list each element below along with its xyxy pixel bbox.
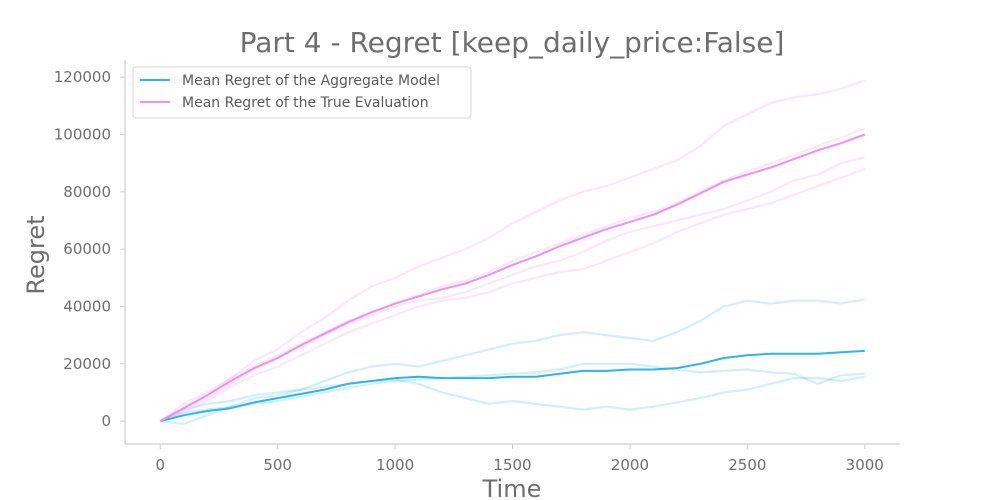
legend-box bbox=[132, 66, 472, 119]
x-tick-label: 0 bbox=[155, 456, 165, 474]
y-axis-label: Regret bbox=[22, 215, 50, 294]
mean-line-true-evaluation bbox=[159, 133, 866, 422]
legend-label-aggregate: Mean Regret of the Aggregate Model bbox=[182, 73, 440, 89]
y-tick-label: 60000 bbox=[63, 240, 111, 258]
y-tick-label: 40000 bbox=[63, 297, 111, 315]
x-tick-label: 2000 bbox=[611, 456, 649, 474]
x-axis-label: Time bbox=[482, 475, 542, 500]
run-line-aggregate-1 bbox=[160, 298, 865, 425]
chart-title: Part 4 - Regret [keep_daily_price:False] bbox=[240, 26, 785, 59]
run-line-true-evaluation-2 bbox=[159, 167, 866, 423]
y-tick-labels: 0 20000 40000 60000 80000 100000 120000 bbox=[54, 68, 125, 430]
run-line-true-evaluation-3 bbox=[159, 156, 866, 423]
run-line-aggregate-3 bbox=[159, 375, 865, 423]
run-line-true-evaluation-1 bbox=[159, 79, 866, 423]
x-tick-label: 1000 bbox=[376, 456, 414, 474]
run-line-aggregate-2 bbox=[159, 362, 865, 423]
y-tick-label: 80000 bbox=[63, 183, 111, 201]
y-tick-label: 120000 bbox=[54, 68, 111, 86]
x-tick-label: 3000 bbox=[846, 456, 884, 474]
y-tick-label: 0 bbox=[101, 412, 111, 430]
y-tick-label: 20000 bbox=[63, 355, 111, 373]
x-tick-labels: 0 500 1000 1500 2000 2500 3000 bbox=[155, 444, 884, 474]
y-tick-label: 100000 bbox=[54, 126, 111, 144]
plot-area bbox=[159, 79, 866, 425]
run-line-true-evaluation-4 bbox=[159, 127, 866, 422]
mean-line-aggregate bbox=[159, 349, 865, 423]
x-tick-label: 500 bbox=[263, 456, 292, 474]
legend: Mean Regret of the Aggregate Model Mean … bbox=[132, 66, 472, 119]
x-tick-label: 1500 bbox=[493, 456, 531, 474]
x-tick-label: 2500 bbox=[728, 456, 766, 474]
legend-label-true-evaluation: Mean Regret of the True Evaluation bbox=[182, 95, 429, 111]
